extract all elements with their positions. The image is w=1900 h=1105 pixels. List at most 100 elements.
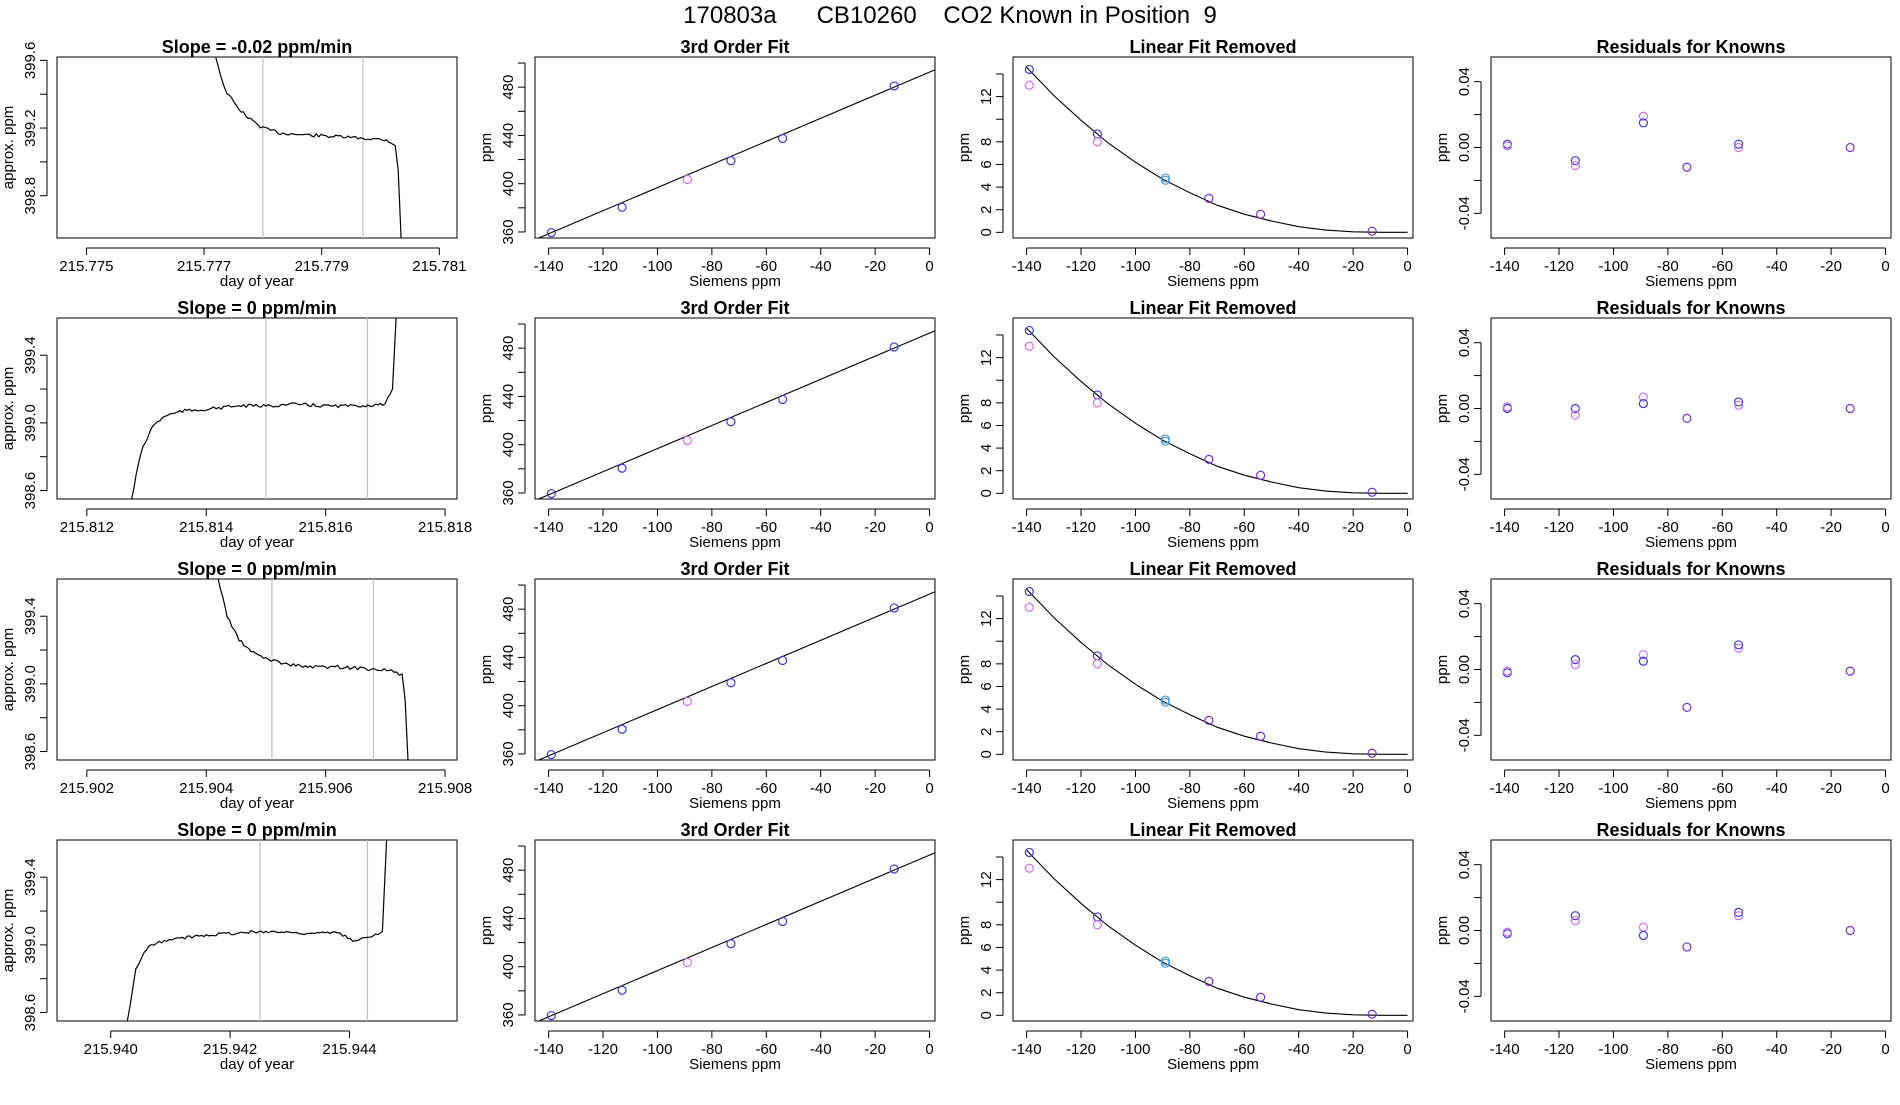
data-point (546, 1010, 556, 1021)
x-tick-label: -40 (810, 519, 832, 536)
data-point (778, 655, 788, 666)
plot-area (537, 852, 935, 1021)
y-tick-label: 399.0 (22, 404, 39, 442)
data-point (726, 417, 736, 427)
chart-title: Slope = 0 ppm/min (177, 298, 337, 318)
x-tick-label: -100 (642, 780, 672, 797)
x-tick-label: -60 (755, 258, 777, 275)
plot-frame (56, 317, 458, 500)
y-axis: -0.04 0.00 0.04 (1456, 589, 1482, 752)
x-tick-label: -80 (701, 780, 723, 797)
x-tick-label: 0 (1881, 519, 1889, 536)
y-tick-label: 398.6 (22, 733, 39, 771)
x-tick-label: -60 (1711, 258, 1733, 275)
data-point (889, 603, 899, 613)
y-tick-label: 399.2 (22, 109, 39, 147)
y-tick-label: 399.4 (22, 858, 39, 896)
plot-area (537, 69, 935, 238)
data-trace (131, 318, 397, 499)
y-tick-label: 440 (500, 645, 517, 670)
plot-frame (56, 839, 458, 1022)
y-tick-label: 398.8 (22, 177, 39, 215)
y-axis: 360 400 440 480 (500, 323, 526, 505)
y-tick-label: 6 (978, 421, 995, 429)
x-axis-label: Siemens ppm (689, 795, 781, 812)
x-axis: 215.775 215.777 215.779 215.781 (59, 247, 466, 275)
chart-title: Slope = -0.02 ppm/min (162, 37, 353, 57)
x-axis: -140 -120 -100 -80 -60 -40 -20 0 (534, 508, 934, 536)
x-axis-label: Siemens ppm (1645, 795, 1737, 812)
y-tick-label: 0.00 (1456, 916, 1473, 945)
y-tick-label: 399.0 (22, 926, 39, 964)
y-axis-label: ppm (956, 655, 973, 684)
y-tick-label: 0.04 (1456, 850, 1473, 879)
fit-line (537, 69, 935, 238)
y-tick-label: 4 (978, 705, 995, 713)
plot-frame (534, 839, 936, 1022)
y-axis: 360 400 440 480 (500, 584, 526, 766)
x-tick-label: 0 (1403, 258, 1411, 275)
x-axis-label: Siemens ppm (1645, 1056, 1737, 1073)
y-tick-label: 400 (500, 693, 517, 718)
x-tick-label: -60 (1233, 1041, 1255, 1058)
data-trace (215, 57, 402, 238)
x-tick-label: -80 (1179, 519, 1201, 536)
x-tick-label: 0 (1403, 1041, 1411, 1058)
x-tick-label: -20 (1820, 780, 1842, 797)
x-tick-label: 215.908 (418, 780, 472, 797)
y-axis: 0 2 4 6 8 12 (978, 595, 1004, 759)
x-tick-label: -140 (1490, 519, 1520, 536)
x-tick-label: -140 (1490, 258, 1520, 275)
chart-panel-0-0: Slope = -0.02 ppm/min 215.775 215.777 215.7… (0, 37, 466, 290)
y-tick-label: 2 (978, 989, 995, 997)
x-tick-label: -60 (1233, 780, 1255, 797)
data-point (546, 227, 556, 238)
data-point (617, 985, 627, 995)
data-point (1638, 111, 1648, 121)
plot-frame (56, 578, 458, 761)
x-axis: -140 -120 -100 -80 -60 -40 -20 0 (1012, 769, 1412, 797)
data-point (1638, 656, 1648, 666)
y-tick-label: -0.04 (1456, 718, 1473, 752)
data-point (1204, 715, 1214, 726)
x-axis: -140 -120 -100 -80 -60 -40 -20 0 (534, 1030, 934, 1058)
data-point (1734, 907, 1744, 918)
y-tick-label: 398.6 (22, 472, 39, 510)
data-point (682, 174, 692, 185)
x-tick-label: -140 (534, 780, 564, 797)
x-tick-label: 215.812 (60, 519, 114, 536)
y-tick-label: 12 (978, 349, 995, 366)
fit-line (537, 330, 935, 499)
x-tick-label: -40 (1288, 780, 1310, 797)
x-tick-label: -80 (1179, 780, 1201, 797)
x-axis-label: Siemens ppm (1167, 795, 1259, 812)
x-axis-label: Siemens ppm (1167, 273, 1259, 290)
y-tick-label: 0.00 (1456, 655, 1473, 684)
x-tick-label: -120 (1066, 519, 1096, 536)
x-axis-label: Siemens ppm (689, 534, 781, 551)
y-axis-label: ppm (478, 133, 495, 162)
x-tick-label: -60 (1711, 780, 1733, 797)
plot-frame (1490, 56, 1892, 239)
y-axis: 398.6 399.0 399.4 (22, 597, 48, 771)
x-axis: -140 -120 -100 -80 -60 -40 -20 0 (1012, 247, 1412, 275)
data-point (1256, 470, 1266, 480)
x-tick-label: -40 (810, 258, 832, 275)
x-tick-label: -40 (810, 1041, 832, 1058)
x-tick-label: -120 (1066, 1041, 1096, 1058)
x-axis-label: Siemens ppm (1167, 534, 1259, 551)
x-tick-label: 0 (1881, 780, 1889, 797)
plot-frame (56, 56, 458, 239)
x-tick-label: -120 (588, 519, 618, 536)
fit-line (537, 852, 935, 1021)
y-axis: 398.6 399.0 399.4 (22, 336, 48, 510)
fit-curve (1026, 66, 1408, 233)
chart-title: Residuals for Knowns (1596, 37, 1785, 57)
data-point (1092, 137, 1102, 147)
data-point (1160, 697, 1170, 707)
y-tick-label: 8 (978, 138, 995, 146)
chart-panel-3-3: Residuals for Knowns -140 -120 -100 -80 -60 -4… (1434, 820, 1892, 1073)
data-point (1502, 402, 1512, 412)
x-tick-label: 215.816 (299, 519, 353, 536)
